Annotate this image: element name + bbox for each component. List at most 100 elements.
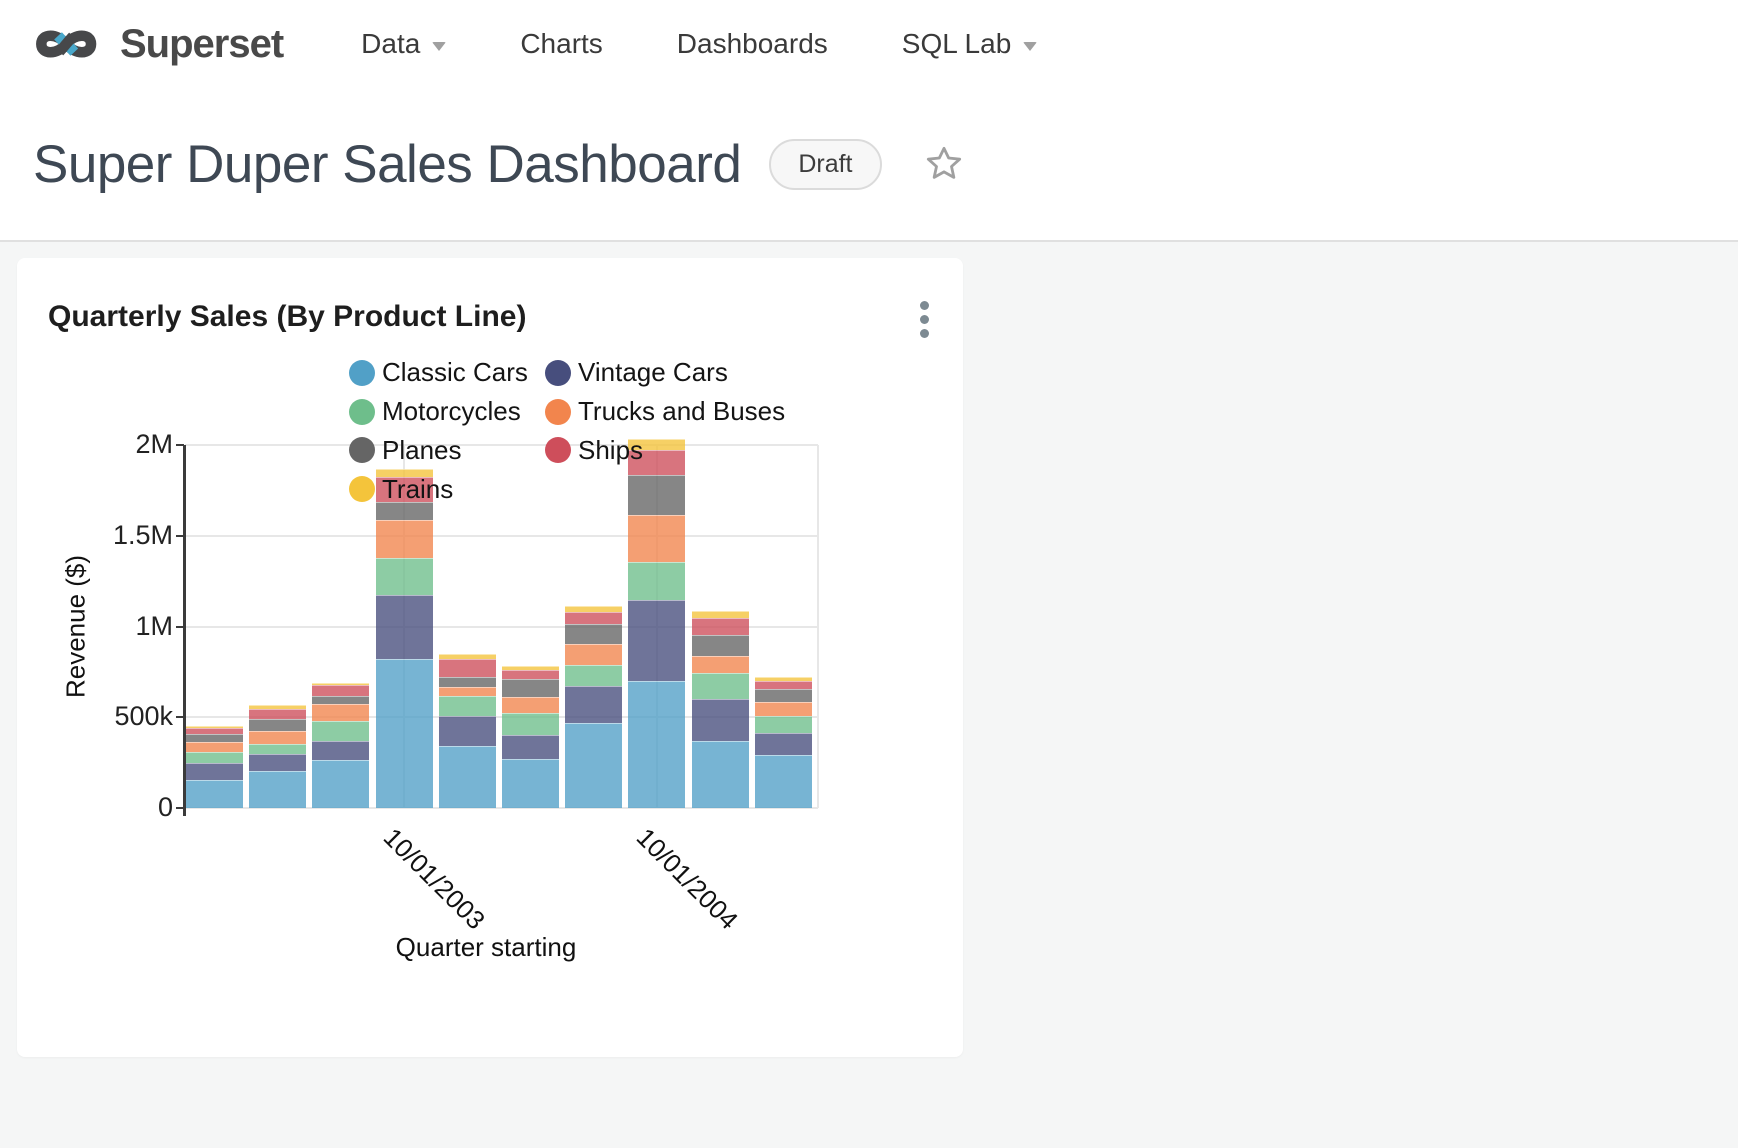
bar-segment-trains[interactable]: [628, 438, 686, 451]
bar-segment-motorcycles[interactable]: [754, 715, 812, 733]
legend-item-trains[interactable]: Trains: [349, 474, 453, 505]
nav-item-data[interactable]: Data: [361, 28, 447, 60]
bar-segment-vintage-cars[interactable]: [565, 685, 623, 723]
bar-segment-trains[interactable]: [438, 653, 496, 659]
chevron-down-icon: [1023, 41, 1038, 51]
bar-segment-trains[interactable]: [502, 666, 559, 670]
legend-item-motorcycles[interactable]: Motorcycles: [349, 396, 521, 427]
legend-label: Vintage Cars: [578, 357, 728, 387]
bar-segment-motorcycles[interactable]: [565, 664, 623, 686]
bar-segment-classic-cars[interactable]: [249, 771, 307, 808]
bar-segment-trains[interactable]: [375, 468, 433, 477]
bar-segment-planes[interactable]: [628, 474, 686, 515]
chart-title: Quarterly Sales (By Product Line): [48, 300, 527, 333]
bar-segment-classic-cars[interactable]: [565, 722, 623, 808]
bar-segment-vintage-cars[interactable]: [375, 595, 433, 659]
bar-segment-vintage-cars[interactable]: [312, 740, 370, 760]
bar-segment-planes[interactable]: [186, 734, 243, 743]
bar-segment-trains[interactable]: [186, 726, 243, 729]
bar-segment-trains[interactable]: [754, 676, 812, 681]
bar-segment-planes[interactable]: [691, 635, 749, 656]
bar-segment-classic-cars[interactable]: [502, 759, 559, 808]
y-tick-label: 500k: [114, 701, 173, 732]
bar-segment-classic-cars[interactable]: [438, 745, 496, 808]
bar-segment-trains[interactable]: [312, 682, 370, 686]
bar-segment-vintage-cars[interactable]: [502, 734, 559, 760]
bar-segment-ships[interactable]: [249, 708, 307, 720]
legend-item-trucks-and-buses[interactable]: Trucks and Buses: [545, 396, 785, 427]
bar-segment-vintage-cars[interactable]: [438, 715, 496, 746]
bar-segment-trains[interactable]: [691, 611, 749, 618]
bar-segment-vintage-cars[interactable]: [186, 763, 243, 781]
bar-segment-trucks-and-buses[interactable]: [375, 519, 433, 559]
dashboard-canvas: Quarterly Sales (By Product Line) 0 500k 1…: [0, 242, 1738, 1148]
bar-segment-trucks-and-buses[interactable]: [438, 687, 496, 696]
bar-segment-planes[interactable]: [754, 689, 812, 702]
bar-segment-planes[interactable]: [249, 719, 307, 732]
legend-item-planes[interactable]: Planes: [349, 435, 462, 466]
kebab-menu-button[interactable]: [909, 294, 939, 344]
bar-segment-vintage-cars[interactable]: [249, 754, 307, 772]
bar-segment-ships[interactable]: [628, 450, 686, 475]
top-nav: Superset Data Charts Dashboards SQL Lab: [0, 0, 1738, 88]
bar-segment-ships[interactable]: [565, 611, 623, 624]
bar-segment-motorcycles[interactable]: [375, 558, 433, 596]
bar-segment-vintage-cars[interactable]: [628, 600, 686, 681]
bar-segment-ships[interactable]: [754, 680, 812, 690]
y-axis-title: Revenue ($): [60, 554, 91, 699]
bar-segment-classic-cars[interactable]: [186, 780, 243, 808]
legend-swatch-icon: [349, 437, 375, 463]
bar-segment-motorcycles[interactable]: [438, 695, 496, 716]
bar-segment-classic-cars[interactable]: [691, 741, 749, 808]
bar-segment-motorcycles[interactable]: [502, 713, 559, 735]
bar-segment-motorcycles[interactable]: [691, 673, 749, 700]
legend-item-classic-cars[interactable]: Classic Cars: [349, 357, 528, 388]
bar-segment-planes[interactable]: [312, 696, 370, 704]
bar-segment-ships[interactable]: [375, 476, 433, 502]
bar-segment-vintage-cars[interactable]: [691, 699, 749, 742]
bar-segment-planes[interactable]: [565, 623, 623, 644]
bar-segment-trucks-and-buses[interactable]: [628, 514, 686, 562]
bar-segment-planes[interactable]: [438, 676, 496, 688]
bar-segment-trucks-and-buses[interactable]: [186, 742, 243, 753]
y-gridline: [185, 716, 818, 719]
bar-segment-classic-cars[interactable]: [628, 680, 686, 808]
bar-segment-trucks-and-buses[interactable]: [312, 703, 370, 721]
bar-segment-planes[interactable]: [502, 678, 559, 697]
bar-segment-motorcycles[interactable]: [186, 752, 243, 764]
x-tick-label: 10/01/2004: [630, 822, 744, 936]
bar-segment-planes[interactable]: [375, 501, 433, 520]
nav-item-sql-lab[interactable]: SQL Lab: [902, 28, 1038, 60]
bar-segment-classic-cars[interactable]: [754, 755, 812, 808]
bar-segment-ships[interactable]: [691, 617, 749, 636]
bar-segment-trucks-and-buses[interactable]: [565, 643, 623, 665]
bar-segment-motorcycles[interactable]: [628, 561, 686, 601]
legend-item-vintage-cars[interactable]: Vintage Cars: [545, 357, 728, 388]
favorite-star-button[interactable]: [924, 144, 964, 184]
bar-segment-trucks-and-buses[interactable]: [249, 731, 307, 745]
bar-segment-trains[interactable]: [249, 704, 307, 709]
plot-right-border: [817, 445, 819, 808]
bar-segment-trains[interactable]: [565, 606, 623, 612]
bar-segment-classic-cars[interactable]: [375, 658, 433, 808]
bar-segment-ships[interactable]: [438, 658, 496, 677]
y-tick-mark: [176, 625, 184, 628]
legend-item-ships[interactable]: Ships: [545, 435, 643, 466]
nav-item-label: Data: [361, 28, 421, 59]
nav-item-dashboards[interactable]: Dashboards: [677, 28, 828, 60]
y-tick-label: 1.5M: [112, 519, 173, 550]
bar-segment-motorcycles[interactable]: [249, 744, 307, 755]
superset-logo[interactable]: Superset: [26, 20, 284, 68]
bar-segment-trucks-and-buses[interactable]: [502, 696, 559, 714]
bar-segment-motorcycles[interactable]: [312, 720, 370, 741]
nav-item-charts[interactable]: Charts: [520, 28, 602, 60]
bar-segment-vintage-cars[interactable]: [754, 732, 812, 756]
bar-segment-classic-cars[interactable]: [312, 759, 370, 808]
bar-segment-trucks-and-buses[interactable]: [691, 655, 749, 674]
y-tick-label: 2M: [135, 429, 173, 459]
bar-segment-trucks-and-buses[interactable]: [754, 701, 812, 716]
bar-segment-ships[interactable]: [186, 728, 243, 735]
y-gridline: [185, 444, 818, 446]
bar-segment-ships[interactable]: [312, 685, 370, 697]
bar-segment-ships[interactable]: [502, 669, 559, 679]
